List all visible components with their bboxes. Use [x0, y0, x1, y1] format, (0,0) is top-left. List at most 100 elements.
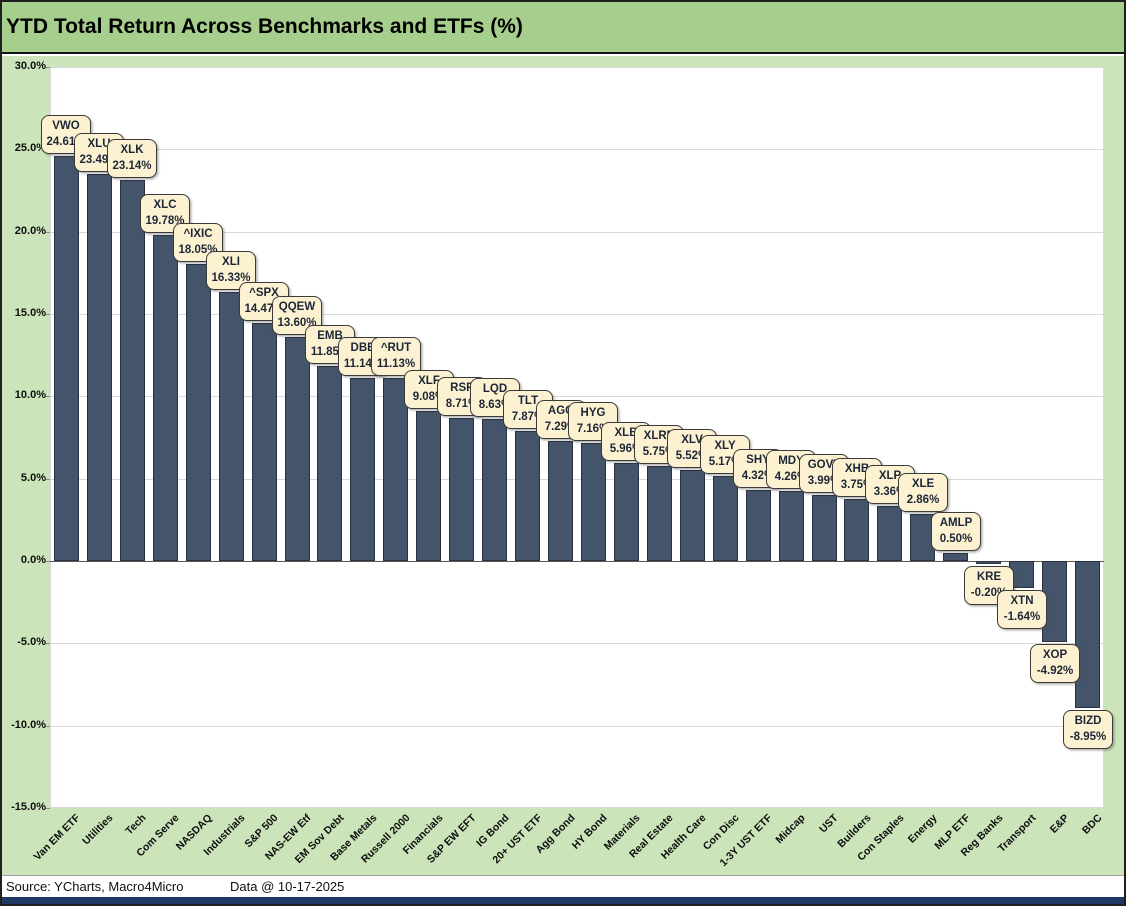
callout-value: 2.86%	[906, 494, 940, 506]
gridline	[50, 396, 1104, 397]
callout-ticker: XLV	[681, 434, 703, 446]
y-axis-tick-label: 5.0%	[20, 472, 46, 484]
title-bar: YTD Total Return Across Benchmarks and E…	[2, 2, 1124, 54]
callout-ticker: ^RUT	[380, 342, 412, 354]
callout-ticker: ^IXIC	[183, 228, 213, 240]
y-axis-tick-mark	[45, 396, 50, 397]
y-axis-tick-mark	[45, 726, 50, 727]
gridline	[50, 314, 1104, 315]
y-axis-tick-mark	[45, 479, 50, 480]
y-axis-tick-label: -10.0%	[11, 719, 46, 731]
bar-qqew	[285, 337, 310, 561]
callout-ticker: DBB	[350, 342, 376, 354]
data-callout-xle: XLE 2.86%	[898, 473, 948, 512]
callout-ticker: RSP	[450, 382, 474, 394]
gridline	[50, 232, 1104, 233]
bar-xli	[219, 292, 244, 561]
callout-ticker: VWO	[52, 120, 80, 132]
callout-ticker: AMLP	[939, 517, 973, 529]
data-callout-xlc: XLC 19.78%	[140, 194, 190, 233]
callout-ticker: XLP	[878, 470, 902, 482]
y-axis-tick-label: -5.0%	[17, 636, 46, 648]
chart-title: YTD Total Return Across Benchmarks and E…	[6, 15, 523, 38]
y-axis-tick-mark	[45, 643, 50, 644]
bar-rsp	[449, 418, 474, 561]
callout-ticker: QQEW	[278, 301, 316, 313]
callout-ticker: XLF	[418, 375, 440, 387]
bar-kre	[976, 561, 1001, 564]
bar-vwo	[54, 156, 79, 561]
callout-ticker: MDY	[778, 455, 804, 467]
bar-xly	[713, 476, 738, 561]
bar-xlb	[614, 463, 639, 561]
callout-ticker: XOP	[1042, 649, 1068, 661]
bar-spx	[252, 323, 277, 561]
gridline	[50, 479, 1104, 480]
gridline	[50, 643, 1104, 644]
callout-value: 16.33%	[211, 272, 251, 284]
callout-ticker: XLE	[911, 478, 935, 490]
y-axis-tick-label: 10.0%	[14, 389, 46, 401]
bar-xlu	[87, 174, 112, 561]
data-callout-rut: ^RUT 11.13%	[371, 337, 421, 376]
callout-value: -8.95%	[1069, 731, 1107, 743]
bar-xlf	[416, 411, 441, 561]
callout-ticker: XLU	[87, 138, 111, 150]
zero-axis-line	[50, 561, 1104, 562]
callout-ticker: EMB	[317, 330, 343, 342]
bar-emb	[317, 366, 342, 561]
data-callout-xop: XOP -4.92%	[1030, 644, 1080, 683]
y-axis-tick-mark	[45, 67, 50, 68]
y-axis-tick-label: 25.0%	[14, 142, 46, 154]
bar-xlv	[680, 470, 705, 561]
callout-value: 0.50%	[939, 533, 973, 545]
bar-amlp	[943, 553, 968, 561]
callout-value: -1.64%	[1003, 611, 1041, 623]
callout-ticker: ^SPX	[249, 287, 279, 299]
bar-xlc	[153, 235, 178, 561]
bar-tlt	[515, 431, 540, 561]
y-axis-tick-mark	[45, 314, 50, 315]
y-axis-tick-label: 30.0%	[14, 60, 46, 72]
gridline	[50, 726, 1104, 727]
callout-ticker: XHB	[844, 463, 870, 475]
bar-mdy	[779, 491, 804, 561]
callout-ticker: XLC	[153, 199, 177, 211]
data-callout-bizd: BIZD -8.95%	[1063, 710, 1113, 749]
callout-ticker: XLRE	[643, 430, 675, 442]
bar-ixic	[186, 264, 211, 561]
callout-ticker: BIZD	[1074, 715, 1102, 727]
y-axis-tick-label: 15.0%	[14, 307, 46, 319]
data-callout-amlp: AMLP 0.50%	[931, 512, 981, 551]
callout-value: 11.13%	[376, 358, 416, 370]
callout-ticker: LQD	[482, 383, 508, 395]
bar-xlp	[877, 506, 902, 561]
callout-ticker: HYG	[580, 407, 606, 419]
y-axis-tick-mark	[45, 232, 50, 233]
data-callout-xlk: XLK 23.14%	[107, 139, 157, 178]
source-note: Source: YCharts, Macro4Micro	[6, 879, 184, 894]
bar-rut	[383, 378, 408, 561]
bar-xlre	[647, 466, 672, 561]
callout-ticker: SHY	[746, 454, 770, 466]
bar-xhb	[844, 499, 869, 561]
data-callout-xtn: XTN -1.64%	[997, 590, 1047, 629]
bar-agg	[548, 441, 573, 561]
callout-value: -4.92%	[1036, 665, 1074, 677]
callout-ticker: TLT	[517, 395, 539, 407]
data-date-note: Data @ 10-17-2025	[230, 879, 345, 894]
callout-ticker: XLB	[614, 427, 638, 439]
y-axis-tick-mark	[45, 808, 50, 809]
bar-xlk	[120, 180, 145, 561]
bar-govt	[812, 495, 837, 561]
y-axis-tick-label: 20.0%	[14, 225, 46, 237]
footer: Source: YCharts, Macro4Micro Data @ 10-1…	[2, 875, 1124, 897]
gridline	[50, 149, 1104, 150]
callout-ticker: AGG	[547, 405, 575, 417]
callout-ticker: KRE	[976, 571, 1002, 583]
y-axis-tick-mark	[45, 561, 50, 562]
bar-hyg	[581, 443, 606, 561]
callout-ticker: XLY	[714, 440, 736, 452]
callout-value: 23.14%	[112, 160, 152, 172]
